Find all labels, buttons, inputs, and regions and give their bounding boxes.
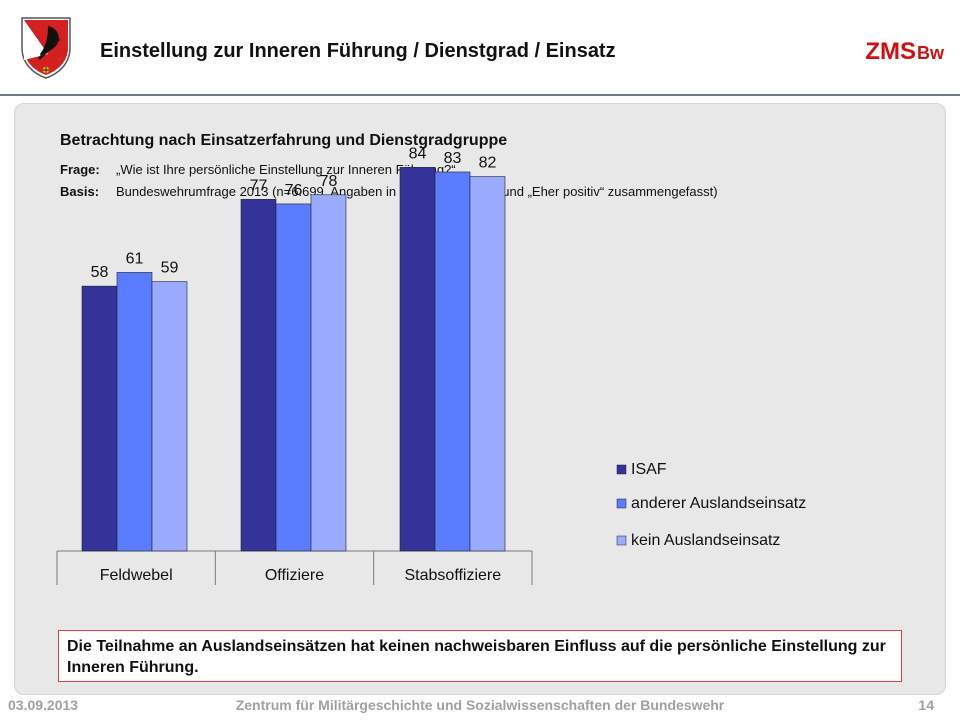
x-tick-label: Stabsoffiziere <box>405 567 502 584</box>
data-label: 78 <box>320 173 338 190</box>
brand-sub: Bw <box>917 43 944 63</box>
legend-label: anderer Auslandseinsatz <box>631 495 806 512</box>
data-label: 83 <box>444 150 462 167</box>
x-tick-label: Feldwebel <box>100 567 173 584</box>
data-label: 82 <box>479 155 497 172</box>
footer-organization: Zentrum für Militärgeschichte und Sozial… <box>235 697 725 713</box>
conclusion-box: Die Teilnahme an Auslandseinsätzen hat k… <box>58 630 902 682</box>
bar <box>81 285 118 552</box>
header-divider <box>0 94 960 96</box>
data-label: 59 <box>161 260 179 277</box>
legend-label: ISAF <box>631 461 667 478</box>
brand-main: ZMS <box>865 38 916 65</box>
bar <box>275 203 312 552</box>
bar <box>469 176 506 552</box>
bar <box>116 272 153 552</box>
data-label: 58 <box>91 264 109 281</box>
bar <box>399 167 436 552</box>
page-title: Einstellung zur Inneren Führung / Dienst… <box>100 40 616 62</box>
zms-shield-logo-icon <box>21 17 71 79</box>
legend-swatch <box>616 464 627 475</box>
data-label: 77 <box>250 177 268 194</box>
data-label: 84 <box>409 145 427 162</box>
bar <box>240 199 277 552</box>
footer-date: 03.09.2013 <box>8 697 79 713</box>
frage-label: Frage: <box>60 162 100 177</box>
x-tick-label: Offiziere <box>265 567 324 584</box>
bar <box>434 171 471 552</box>
frage-text: „Wie ist Ihre persönliche Einstellung zu… <box>116 162 456 177</box>
brand-logo-text: ZMSBw <box>865 38 944 66</box>
basis-label: Basis: <box>60 184 100 199</box>
bar <box>151 281 188 552</box>
data-label: 61 <box>126 250 144 267</box>
legend-label: kein Auslandseinsatz <box>631 532 780 549</box>
legend-swatch <box>616 535 627 546</box>
footer-page-number: 14 <box>918 697 934 713</box>
section-subtitle: Betrachtung nach Einsatzerfahrung und Di… <box>60 132 508 149</box>
bar <box>310 194 347 552</box>
question-line: Frage: „Wie ist Ihre persönliche Einstell… <box>60 162 456 177</box>
legend-swatch <box>616 498 627 509</box>
data-label: 76 <box>285 182 303 199</box>
